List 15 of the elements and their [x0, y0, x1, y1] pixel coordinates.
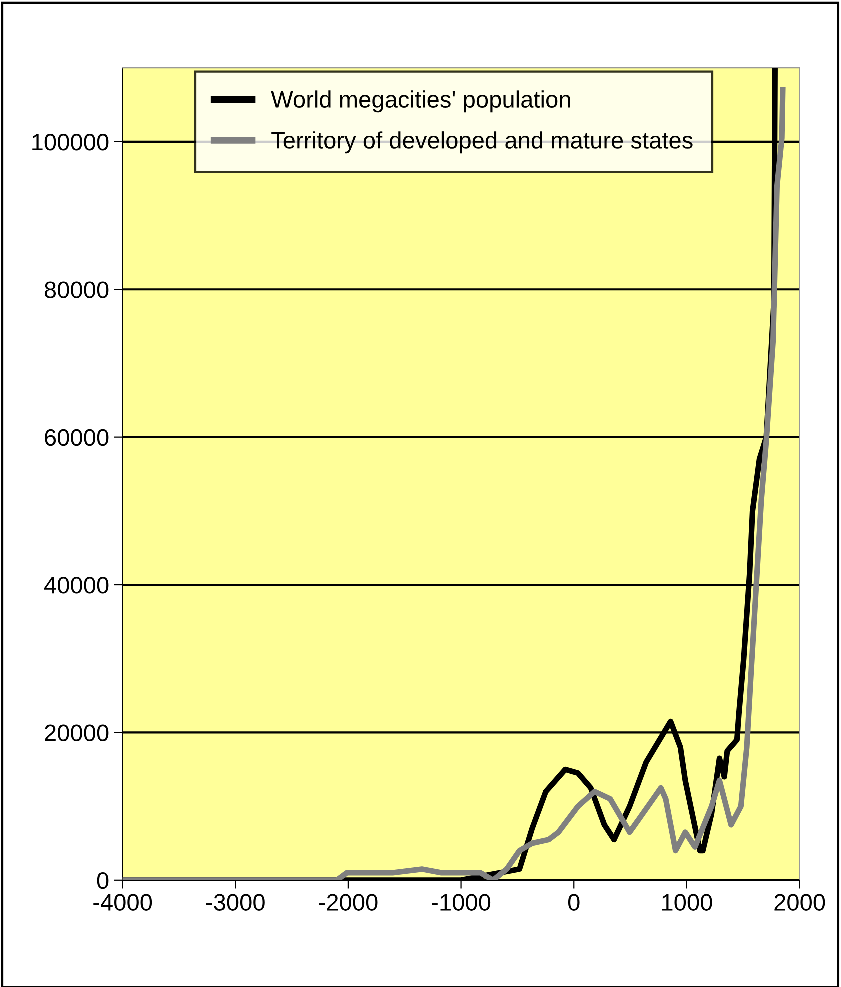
y-tick-label: 80000 [44, 282, 109, 298]
y-tick-label: 60000 [45, 429, 109, 446]
x-tick-label: -1000 [432, 894, 491, 911]
y-tick-label: 100000 [32, 134, 109, 151]
y-tick-label: 0 [97, 872, 109, 890]
x-tick-label: 2000 [774, 894, 826, 911]
legend-label: World megacities' population [271, 90, 570, 113]
legend-label: Territory of developed and mature states [272, 132, 693, 154]
x-tick-label: -2000 [319, 894, 378, 911]
x-tick-label: -3000 [206, 894, 265, 911]
y-tick-label: 20000 [45, 724, 109, 742]
y-tick-label: 40000 [44, 577, 109, 594]
x-tick-label: 0 [568, 894, 580, 911]
x-tick-label: -4000 [94, 894, 152, 911]
x-tick-label: 1000 [662, 894, 712, 911]
